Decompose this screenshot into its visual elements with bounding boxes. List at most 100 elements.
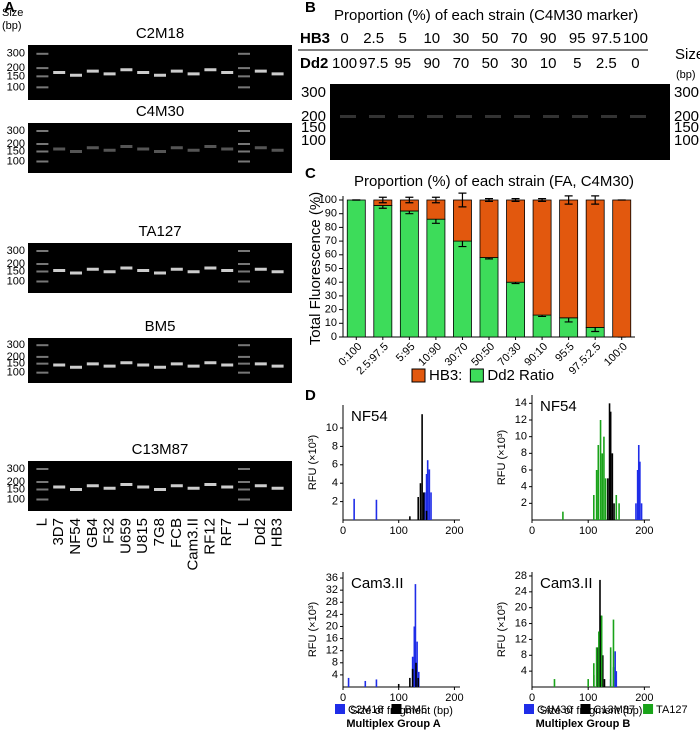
gel-band (254, 484, 267, 488)
error-bar (564, 195, 573, 205)
chart-title: NF54 (351, 408, 388, 425)
gel-band (187, 486, 200, 490)
ladder-label: 100 (301, 132, 326, 149)
gel-title: C4M30 (136, 103, 184, 120)
x-tick-label: 100 (390, 692, 408, 704)
gel-band (204, 68, 217, 72)
gel-band (170, 484, 183, 488)
ladder-label: 200 (7, 138, 25, 150)
y-tick-label: 60 (325, 249, 337, 261)
error-bar (538, 198, 547, 202)
x-tick-label: 10:90 (416, 341, 444, 369)
row-value: 5 (399, 30, 407, 47)
gel-band (103, 72, 116, 76)
chart-title: Proportion (%) of each strain (FA, C4M30… (354, 173, 634, 190)
error-bar (405, 196, 414, 204)
gel-band (53, 269, 66, 272)
bar (426, 218, 446, 338)
ladder-band (36, 150, 49, 153)
lane-label: NF54 (67, 518, 84, 555)
ladder-band (238, 160, 250, 163)
ladder-band (238, 52, 250, 55)
ladder-band (36, 143, 49, 145)
gel-band (70, 271, 82, 275)
x-tick-label: 100 (579, 525, 597, 537)
ladder-band (36, 130, 49, 132)
ladder-band (238, 130, 250, 132)
gel-band (271, 270, 284, 274)
ladder-band (36, 160, 49, 163)
gel-band (86, 484, 99, 488)
y-tick-label: 36 (326, 572, 338, 584)
gel-band (53, 71, 66, 74)
x-axis-label: Size of fragment (bp) (350, 705, 453, 717)
ladder-band (36, 498, 49, 501)
gel-band (120, 361, 133, 365)
ladder-label: 300 (301, 84, 326, 101)
ladder-label: 200 (7, 476, 25, 488)
row-value: 10 (540, 55, 557, 72)
ladder-band (238, 280, 250, 283)
gel-band (221, 269, 234, 272)
x-axis-label: Size of fragment (bp) (540, 705, 643, 717)
gel (28, 461, 292, 511)
bar (373, 205, 393, 338)
gel-band (120, 483, 133, 486)
x-tick-label: 0 (529, 525, 535, 537)
lane-label: L (33, 518, 50, 526)
ladder-label: 150 (674, 119, 699, 136)
gel-band (221, 485, 234, 489)
y-tick-label: 20 (326, 620, 338, 632)
gel-band (70, 365, 82, 369)
y-tick-label: 80 (325, 221, 337, 233)
lane-label: U659 (117, 518, 134, 554)
y-tick-label: 12 (515, 414, 527, 426)
gel-band (137, 269, 150, 272)
y-tick-label: 0 (331, 331, 337, 343)
legend-label: Dd2 Ratio (487, 367, 554, 384)
y-axis-label: Total Fluorescence (%) (307, 192, 324, 345)
row-value: 50 (482, 55, 499, 72)
ladder-label: 300 (7, 463, 25, 475)
gel-band (103, 270, 116, 274)
gel-band (572, 115, 588, 118)
legend-swatch (391, 704, 402, 714)
y-tick-label: 32 (326, 584, 338, 596)
ladder-band (238, 75, 250, 78)
legend-label: BM5 (404, 704, 427, 716)
y-tick-label: 90 (325, 208, 337, 220)
gel-band (170, 146, 183, 150)
row-value: 2.5 (596, 55, 617, 72)
y-tick-label: 10 (326, 422, 338, 434)
panel-letter: D (305, 387, 316, 404)
lane-label: Cam3.II (185, 518, 202, 571)
legend-title: Multiplex Group B (536, 718, 631, 730)
y-tick-label: 28 (326, 596, 338, 608)
ladder-band (238, 67, 250, 70)
ladder-band (36, 371, 49, 374)
ladder-band (36, 344, 49, 347)
gel-band (187, 148, 200, 152)
ladder-band (238, 150, 250, 153)
gel-band (103, 486, 116, 490)
y-axis-label: RFU (×10³) (307, 435, 319, 490)
gel-band (154, 150, 166, 153)
lane-label: RF7 (218, 518, 235, 546)
legend-title: Multiplex Group A (346, 718, 440, 730)
lane-label: U815 (134, 518, 151, 554)
ladder-label: 200 (7, 351, 25, 363)
x-tick-label: 100 (390, 525, 408, 537)
gel-band (369, 115, 385, 118)
y-tick-label: 10 (515, 431, 527, 443)
row-value: 100 (332, 55, 357, 72)
ladder-band (36, 263, 49, 265)
ladder-band (238, 86, 250, 89)
lane-label: GB4 (84, 518, 101, 548)
y-tick-label: 8 (332, 657, 338, 669)
bar (479, 199, 499, 258)
ladder-band (36, 86, 49, 89)
y-tick-label: 20 (325, 304, 337, 316)
gel-band (204, 266, 217, 270)
ladder-band (36, 52, 49, 55)
y-tick-label: 6 (332, 459, 338, 471)
